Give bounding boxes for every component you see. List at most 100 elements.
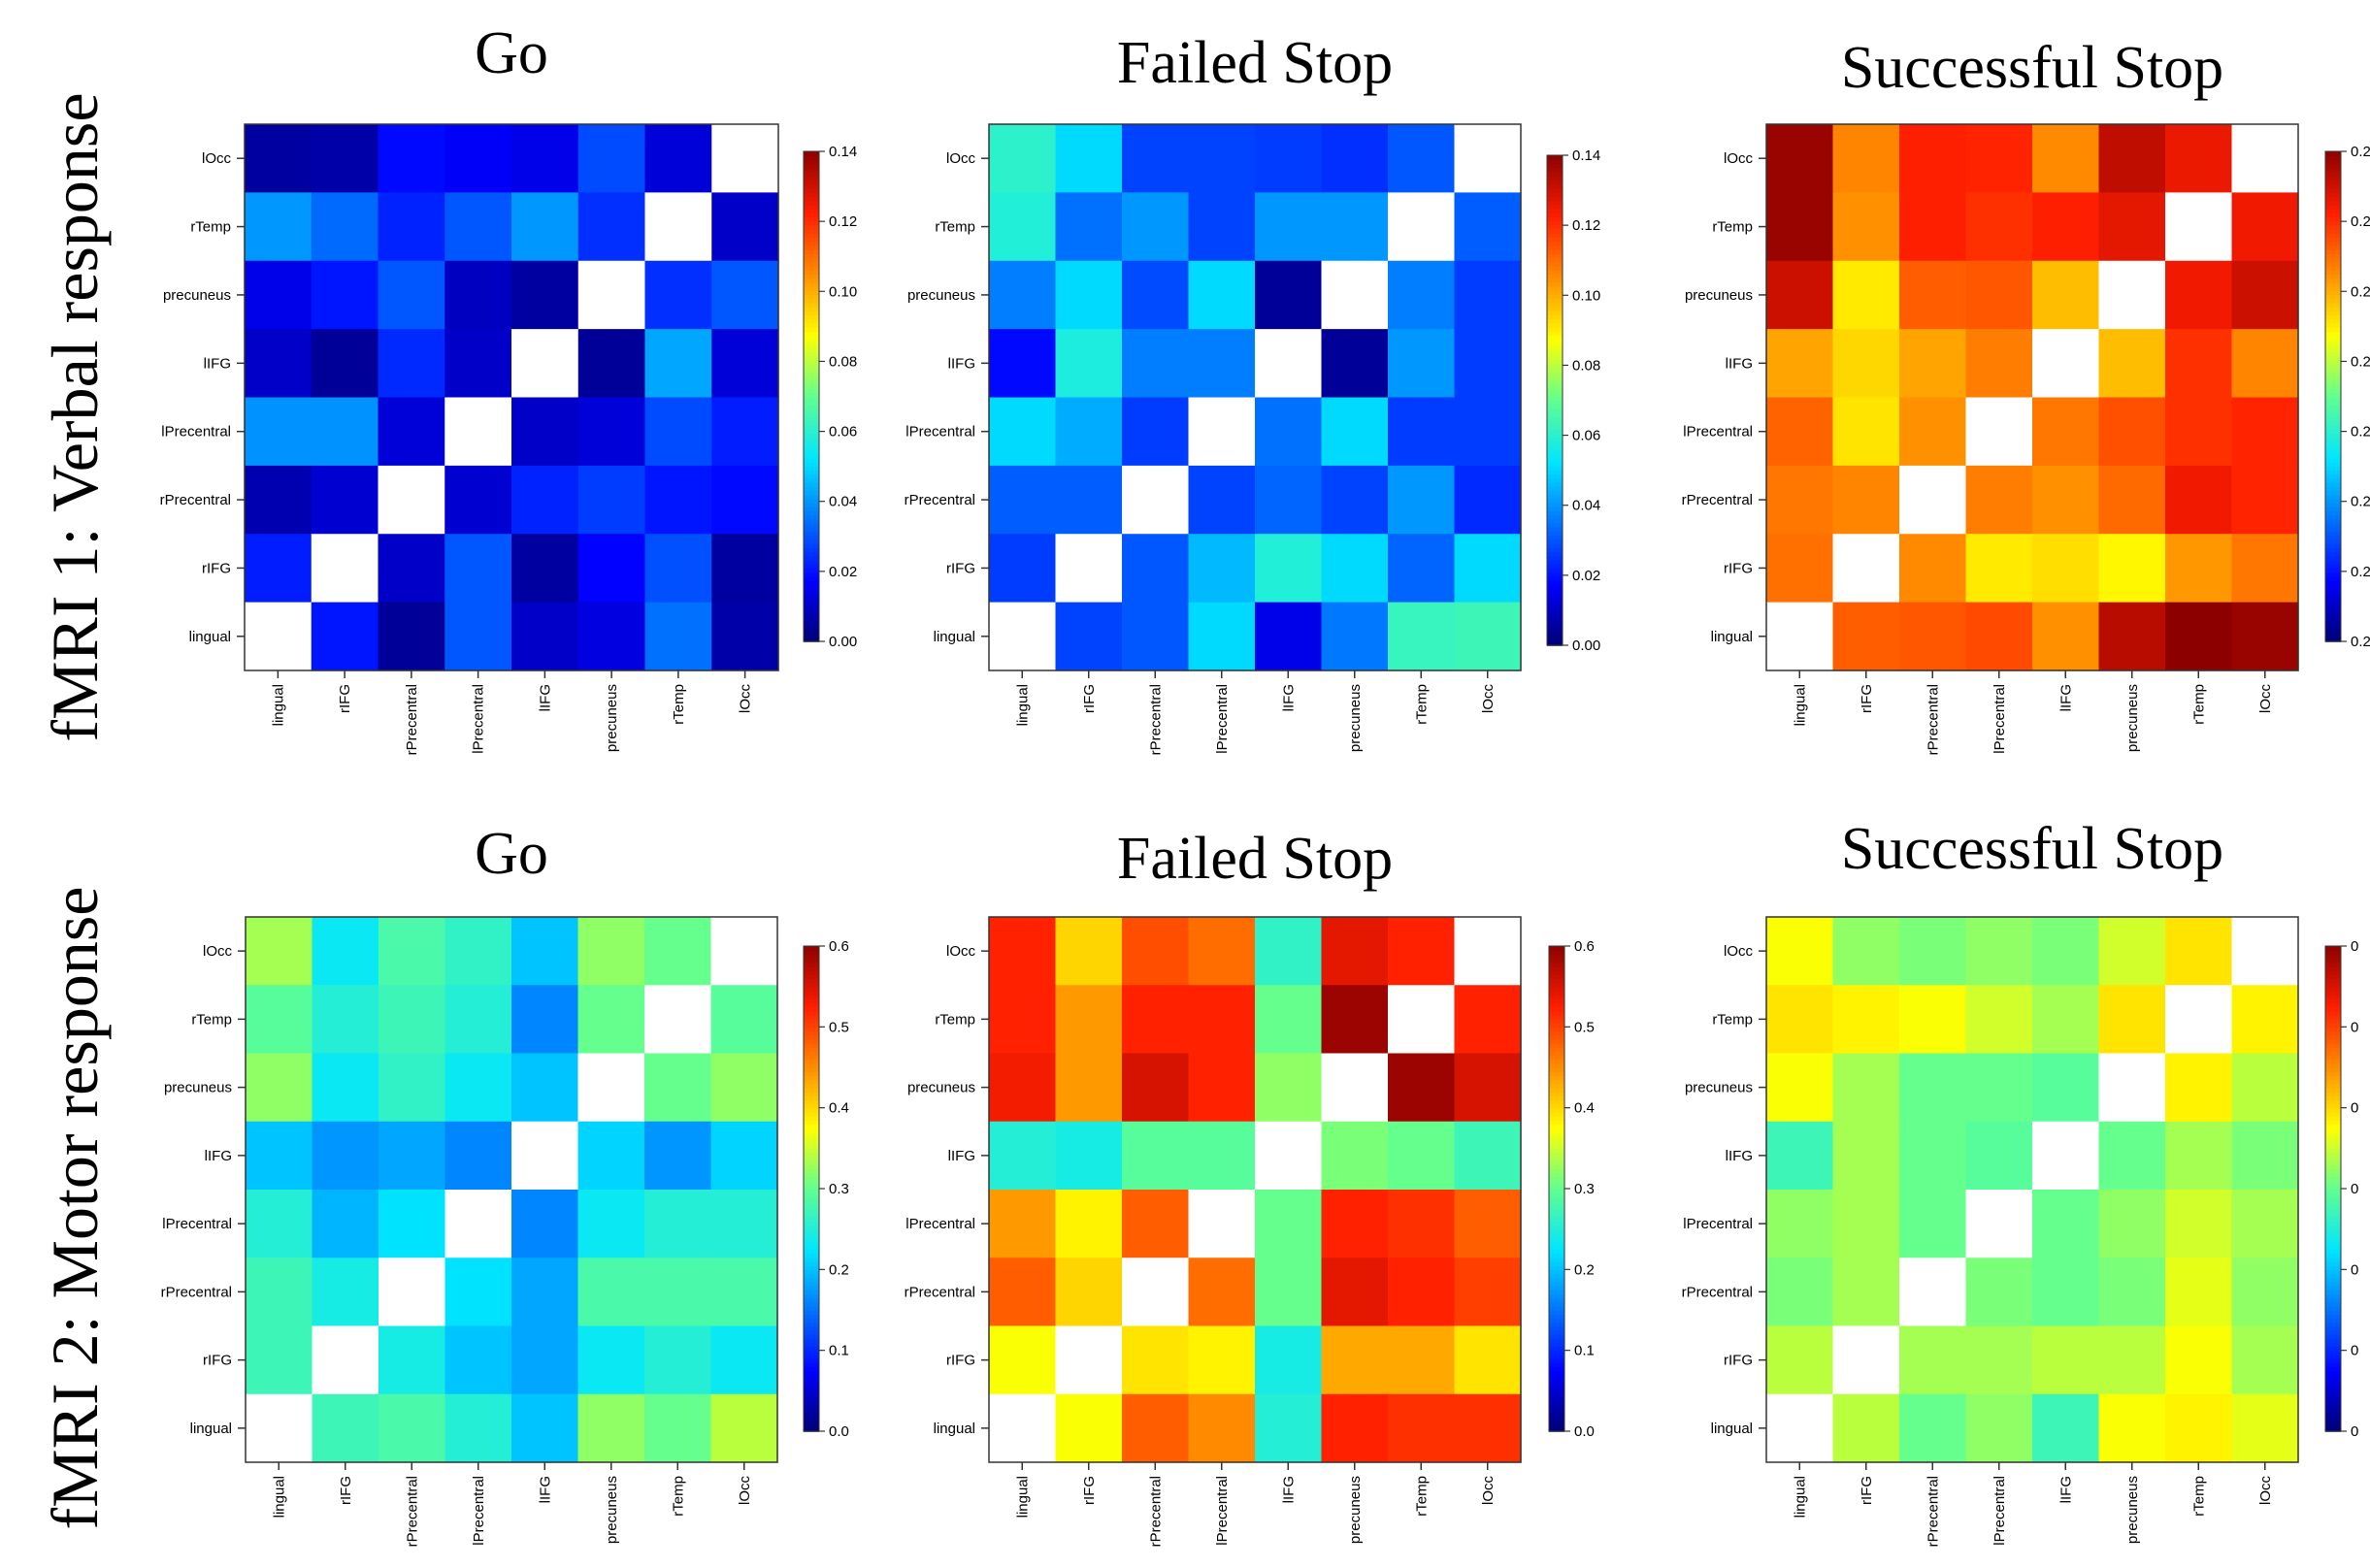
- heatmap-cell: [644, 192, 712, 262]
- heatmap-cell: [311, 602, 379, 671]
- colorbar-segment: [2325, 1378, 2341, 1384]
- colorbar-segment: [1547, 274, 1563, 279]
- heatmap-cell: [1388, 985, 1456, 1055]
- colorbar-segment: [804, 208, 819, 213]
- colorbar-segment: [804, 1366, 819, 1372]
- colorbar-segment: [1549, 1277, 1564, 1283]
- heatmap-cell: [312, 917, 379, 986]
- colorbar-segment: [804, 1241, 819, 1247]
- heatmap-cell: [1454, 917, 1522, 986]
- x-tick-label: rIFG: [1081, 1476, 1098, 1505]
- heatmap-cell: [1122, 260, 1190, 330]
- x-tick-label: rIFG: [1081, 684, 1098, 713]
- heatmap-cell: [577, 917, 645, 986]
- colorbar-segment: [804, 212, 819, 218]
- heatmap-cell: [1454, 1053, 1522, 1123]
- colorbar-tick-label: 0.14: [829, 144, 857, 160]
- colorbar-segment: [1549, 1019, 1564, 1024]
- colorbar-segment: [804, 1075, 819, 1081]
- heatmap-cell: [511, 1325, 579, 1395]
- colorbar-segment: [2325, 1180, 2341, 1186]
- heatmap-cell: [1055, 534, 1123, 604]
- colorbar-segment: [2325, 490, 2341, 496]
- colorbar-segment: [1547, 575, 1563, 581]
- colorbar-segment: [804, 331, 819, 337]
- colorbar-segment: [804, 1196, 819, 1202]
- colorbar-segment: [1547, 248, 1563, 254]
- colorbar-segment: [2325, 1419, 2341, 1424]
- colorbar-segment: [1549, 1305, 1564, 1311]
- colorbar-segment: [804, 441, 819, 446]
- colorbar-segment: [804, 339, 819, 344]
- heatmap-cell: [2231, 1121, 2299, 1191]
- colorbar-segment: [804, 1358, 819, 1363]
- colorbar-segment: [804, 527, 819, 533]
- heatmap-cell: [444, 985, 512, 1055]
- colorbar-segment: [2325, 1329, 2341, 1335]
- heatmap-cell: [1766, 465, 1834, 535]
- heatmap-cell: [378, 192, 445, 262]
- colorbar-segment: [804, 322, 819, 328]
- colorbar-segment: [1547, 441, 1563, 446]
- heatmap-cell: [246, 985, 313, 1055]
- heatmap-cell: [511, 1190, 579, 1258]
- colorbar-segment: [2325, 155, 2341, 161]
- colorbar-segment: [1547, 400, 1563, 406]
- heatmap-cell: [1832, 1258, 1900, 1327]
- heatmap-cell: [1388, 260, 1456, 330]
- colorbar-segment: [804, 539, 819, 544]
- heatmap-cell: [311, 465, 379, 535]
- colorbar-tick-label: 0.2: [2351, 283, 2370, 300]
- x-tick-label: rIFG: [338, 1476, 354, 1505]
- colorbar-segment: [1549, 965, 1564, 971]
- colorbar-segment: [804, 1014, 819, 1020]
- heatmap-cell: [2032, 465, 2100, 535]
- colorbar-segment: [804, 572, 819, 577]
- colorbar-segment: [2325, 285, 2341, 291]
- colorbar-segment: [1549, 1366, 1564, 1372]
- colorbar-segment: [1547, 253, 1563, 259]
- colorbar-segment: [1547, 592, 1563, 598]
- colorbar-segment: [804, 1301, 819, 1307]
- heatmap-cell: [2032, 1393, 2100, 1463]
- heatmap-cell: [1321, 534, 1389, 604]
- colorbar-segment: [1547, 176, 1563, 181]
- colorbar-segment: [2325, 1208, 2341, 1214]
- heatmap-cell: [444, 602, 512, 671]
- y-tick-label: lPrecentral: [905, 1216, 975, 1232]
- colorbar-segment: [1549, 1237, 1564, 1242]
- y-tick-label: lPrecentral: [1683, 424, 1753, 441]
- heatmap-cell: [989, 1121, 1057, 1191]
- heatmap-cell: [577, 1190, 645, 1258]
- heatmap-cell: [1965, 1325, 2033, 1395]
- heatmap-cell: [1766, 192, 1834, 262]
- colorbar: 0.2 0.2 0.2 0.2 0.2 0.2 0.2 0.2: [2324, 144, 2370, 650]
- colorbar-segment: [2325, 995, 2341, 999]
- colorbar-segment: [804, 310, 819, 316]
- colorbar-segment: [1549, 1213, 1564, 1218]
- colorbar-segment: [804, 1310, 819, 1315]
- colorbar-segment: [2325, 437, 2341, 442]
- heatmap-cell: [1388, 534, 1456, 604]
- heatmap-cell: [1899, 985, 1967, 1055]
- y-tick-label: rPrecentral: [905, 492, 975, 508]
- colorbar-tick-label: 0.10: [829, 283, 857, 300]
- x-tick-label: lOcc: [738, 684, 754, 714]
- colorbar-segment: [804, 1228, 819, 1234]
- y-tick-label: lPrecentral: [1683, 1216, 1753, 1232]
- heatmap-cell: [1899, 1258, 1967, 1327]
- heatmap-cell: [1899, 192, 1967, 262]
- colorbar-segment: [804, 237, 819, 243]
- colorbar-segment: [804, 1419, 819, 1424]
- colorbar-segment: [1547, 416, 1563, 422]
- colorbar-segment: [1547, 588, 1563, 594]
- colorbar-segment: [1547, 326, 1563, 332]
- colorbar-segment: [2325, 1071, 2341, 1077]
- colorbar-segment: [1547, 155, 1563, 161]
- colorbar-segment: [804, 318, 819, 324]
- colorbar-segment: [1547, 640, 1563, 646]
- heatmap-cell: [2165, 397, 2233, 467]
- x-tick-label: lingual: [1014, 684, 1031, 726]
- heatmap-cell: [246, 1053, 313, 1123]
- heatmap-cell: [2165, 260, 2233, 330]
